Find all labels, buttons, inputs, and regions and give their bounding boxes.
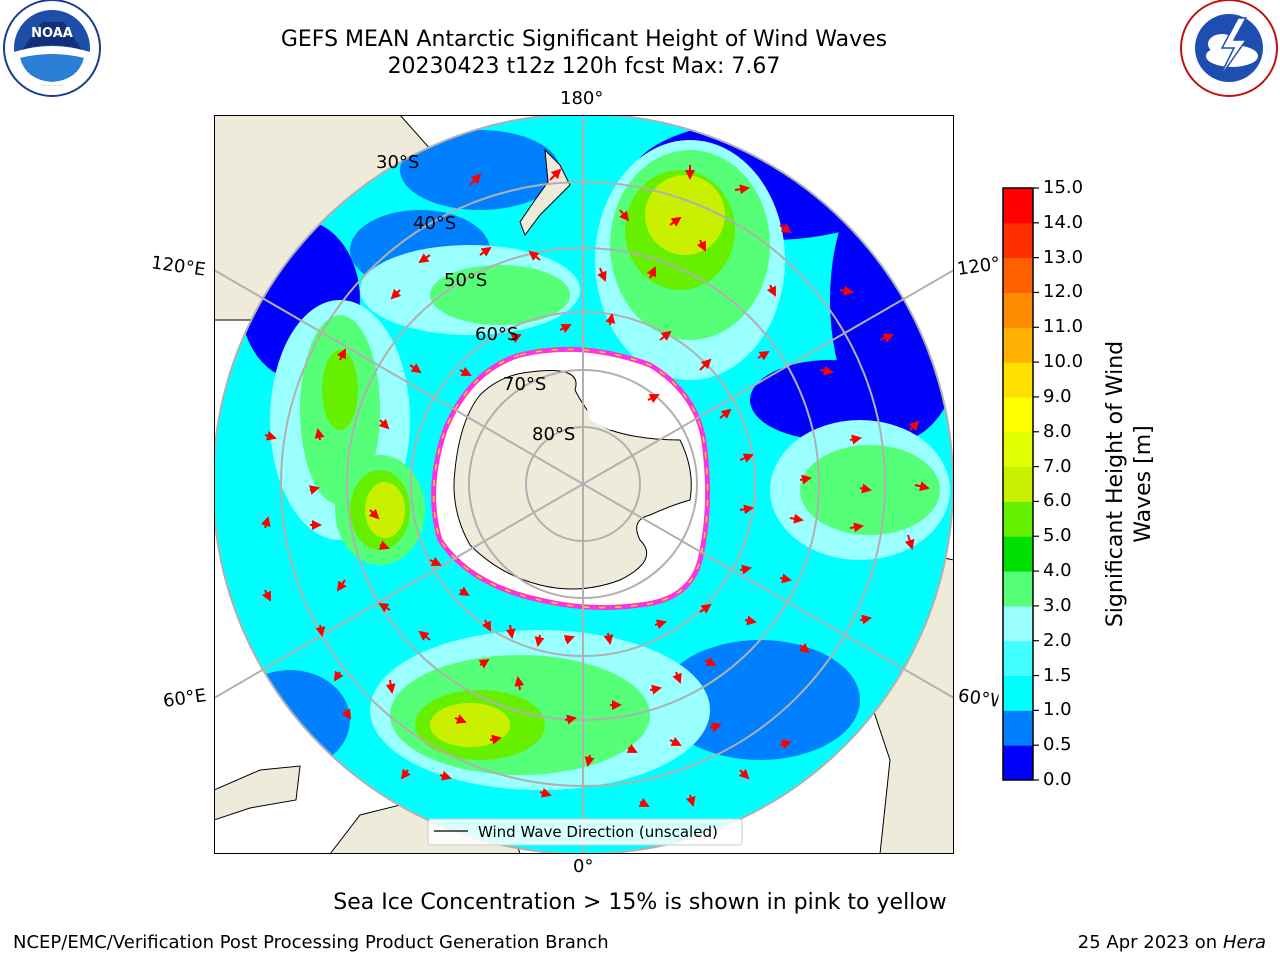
colorbar-swatch xyxy=(1003,362,1033,398)
footer-right: 25 Apr 2023 on Hera xyxy=(1078,932,1266,953)
map-area xyxy=(214,115,954,854)
colorbar-swatch xyxy=(1003,257,1033,293)
colorbar-tick-label: 12.0 xyxy=(1043,281,1084,303)
colorbar-swatch xyxy=(1003,710,1033,746)
noaa-logo-icon xyxy=(3,0,101,97)
colorbar-label: Significant Height of Wind Waves [m] xyxy=(1100,188,1160,780)
map-subtitle: 20230423 t12z 120h fcst Max: 7.67 xyxy=(387,54,781,79)
footer-date: 25 Apr 2023 on xyxy=(1077,932,1223,953)
lat-label-50s: 50°S xyxy=(444,270,488,291)
map-legend xyxy=(427,818,743,846)
colorbar-tick-label: 11.0 xyxy=(1043,316,1084,338)
colorbar-swatch xyxy=(1003,396,1033,433)
lat-label-40s: 40°S xyxy=(413,213,457,234)
colorbar-tick-label: 5.0 xyxy=(1043,525,1072,547)
sea-ice-note: Sea Ice Concentration > 15% is shown in … xyxy=(333,890,947,915)
colorbar-tick-label: 0.0 xyxy=(1043,769,1072,790)
lat-label-60s: 60°S xyxy=(475,324,519,345)
lat-label-80s: 80°S xyxy=(532,424,576,445)
map-legend-text: Wind Wave Direction (unscaled) xyxy=(478,823,718,841)
footer-left: NCEP/EMC/Verification Post Processing Pr… xyxy=(13,932,609,953)
colorbar-swatch xyxy=(1003,745,1033,781)
colorbar xyxy=(1002,187,1039,781)
colorbar-swatch xyxy=(1003,466,1033,502)
map-title: GEFS MEAN Antarctic Significant Height o… xyxy=(280,27,888,52)
sea-ice-edge-yellow xyxy=(432,348,709,609)
lat-label-30s: 30°S xyxy=(376,152,420,173)
colorbar-swatch xyxy=(1003,222,1033,259)
meridian-label-0: 0° xyxy=(573,856,594,877)
colorbar-swatch xyxy=(1003,571,1033,607)
colorbar-border xyxy=(1002,187,1034,781)
colorbar-tick-label: 15.0 xyxy=(1043,177,1084,198)
colorbar-tick-label: 14.0 xyxy=(1043,211,1084,233)
colorbar-tick-label: 1.5 xyxy=(1043,664,1072,686)
colorbar-tick-label: 13.0 xyxy=(1043,246,1084,268)
colorbar-swatch xyxy=(1003,501,1033,537)
colorbar-swatch xyxy=(1003,327,1033,363)
ross-ice-shelf xyxy=(577,372,660,430)
colorbar-swatch xyxy=(1003,431,1033,468)
colorbar-swatch xyxy=(1003,188,1033,224)
colorbar-swatch xyxy=(1003,292,1033,328)
colorbar-tick-label: 8.0 xyxy=(1043,420,1072,442)
colorbar-tick-label: 9.0 xyxy=(1043,385,1072,407)
colorbar-tick-label: 1.0 xyxy=(1043,699,1072,721)
colorbar-swatch xyxy=(1003,640,1033,677)
meridian-grid xyxy=(214,115,954,854)
colorbar-tick-label: 7.0 xyxy=(1043,455,1072,477)
lat-label-70s: 70°S xyxy=(503,374,547,395)
nws-logo-icon xyxy=(1180,0,1278,97)
meridian-label-180: 180° xyxy=(560,88,604,109)
colorbar-swatch xyxy=(1003,536,1033,572)
colorbar-tick-label: 6.0 xyxy=(1043,490,1072,512)
wind-wave-arrows xyxy=(260,165,930,807)
colorbar-swatch xyxy=(1003,605,1033,642)
colorbar-tick-label: 10.0 xyxy=(1043,351,1084,373)
antarctica-land xyxy=(453,369,692,590)
colorbar-tick-label: 2.0 xyxy=(1043,629,1072,651)
noaa-logo-text: NOAA xyxy=(31,26,73,41)
colorbar-label-line2: Waves [m] xyxy=(1131,425,1156,543)
colorbar-tick-label: 4.0 xyxy=(1043,560,1072,582)
colorbar-swatch xyxy=(1003,675,1033,711)
colorbar-tick-label: 0.5 xyxy=(1043,734,1072,756)
colorbar-label-line1: Significant Height of Wind xyxy=(1103,340,1128,628)
footer-machine: Hera xyxy=(1222,932,1266,953)
colorbar-tick-label: 3.0 xyxy=(1043,594,1072,616)
